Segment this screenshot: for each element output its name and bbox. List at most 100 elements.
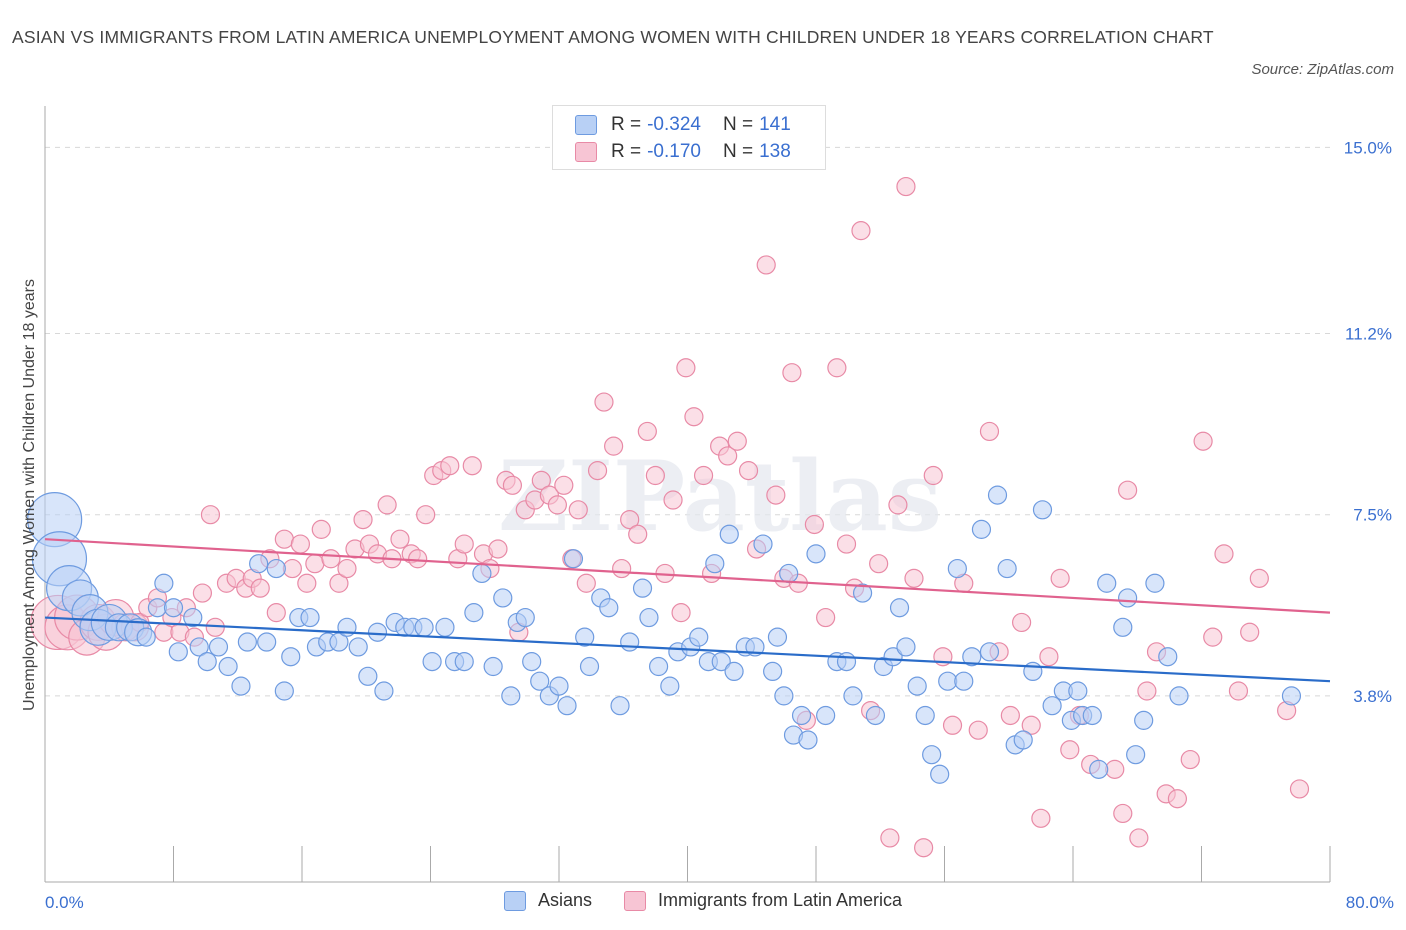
asian-point [300,607,320,628]
asian-point [922,745,942,765]
latin-point [1000,705,1020,726]
latin-swatch [623,890,646,911]
latin-trend-line [44,538,1331,614]
latin-point [488,539,508,559]
latin-point [888,495,908,515]
asian-point [168,642,188,662]
asian-point [1158,647,1178,667]
latin-point [1193,431,1213,451]
legend-row-latin: R = -0.170 N = 138 [575,139,791,165]
latin-point [568,500,588,520]
latin-point [684,407,704,427]
asian-point [218,656,238,677]
asian-point [1169,686,1189,706]
legend-row-asians: R = -0.324 N = 141 [575,112,791,138]
latin-point [628,524,648,544]
asian-point [1145,573,1165,593]
asian-point [779,563,799,584]
asian-point [348,637,368,657]
asian-point [774,686,794,706]
latin-point [1105,759,1125,779]
latin-point [554,475,574,495]
asian-point [843,686,863,706]
asian-point [719,524,739,544]
latin-point [390,529,410,549]
latin-point [1031,808,1051,828]
latin-point [1011,612,1032,633]
asian-point [836,652,857,672]
latin-point [587,461,608,481]
latin-point [816,607,836,628]
asian-point [549,676,569,696]
latin-point [1129,828,1149,848]
asian-point [530,671,550,691]
latin-point [1214,544,1234,564]
latin-point [896,176,916,197]
asian-point [472,563,492,584]
x-tick-label: 80.0% [1346,893,1394,912]
series-legend: Asians Immigrants from Latin America [0,890,1406,911]
asian-point [1042,696,1062,716]
latin-point [942,715,963,735]
latin-point [1050,568,1070,588]
latin-point [192,583,213,603]
n-label: N = [722,114,754,135]
asian-point [724,661,744,682]
asian-point [575,627,595,647]
asian-point [1118,588,1138,608]
latin-point [738,461,759,481]
latin-point [297,573,317,593]
asian-point [231,676,251,696]
latin-point [576,573,596,593]
asian-point [237,632,257,652]
latin-point [416,505,436,525]
latin-point [693,465,714,486]
asian-point [705,554,725,574]
latin-point [200,505,221,525]
latin-point [766,485,786,505]
latin-point [290,534,310,554]
latin-point [851,221,871,241]
latin-point [311,519,331,539]
asian-point [563,549,584,569]
latin-point [727,431,747,451]
asian-point [865,705,886,726]
r-value: -0.324 [647,114,701,135]
asian-point [889,598,910,618]
latin-point [250,578,270,598]
latin-point [645,465,665,486]
latin-point [1137,681,1157,701]
latin-point [756,255,776,275]
asian-point [987,485,1008,505]
latin-point [1228,681,1249,701]
asian-swatch [503,890,526,911]
latin-point [353,509,373,530]
asian-point [358,666,378,686]
latin-point [377,495,397,515]
r-label: R = [611,141,642,162]
asian-point [1032,500,1053,520]
asian-point [1097,573,1117,593]
asian-point [189,637,209,657]
latin-point [604,436,624,456]
asian-point [208,637,229,657]
asian-point [1134,710,1154,730]
latin-point [1203,627,1223,647]
latin-point [1060,740,1080,760]
n-value: 138 [759,141,791,162]
asian-point [367,622,388,642]
n-value: 141 [759,114,791,135]
correlation-legend: R = -0.324 N = 141 R = -0.170 N = 138 [552,105,826,170]
y-tick-label: 3.8% [1353,687,1392,706]
asian-point [947,558,967,579]
latin-point [454,534,474,554]
asian-point [1068,681,1088,701]
asian-point [816,705,836,726]
asian-trend-line [44,616,1331,683]
asian-point [896,637,916,657]
n-label: N = [722,141,754,162]
asian-point [1113,617,1133,637]
latin-point [904,568,924,588]
latin-point [663,490,683,510]
asian-point [1082,705,1102,726]
